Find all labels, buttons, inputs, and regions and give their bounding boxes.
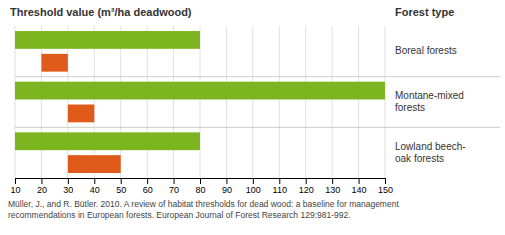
footnote-line: Müller, J., and R. Bütler. 2010. A revie… (8, 199, 399, 209)
tick-label: 10 (10, 185, 20, 195)
grid-line (252, 26, 253, 178)
tick-mark (174, 178, 175, 184)
tick: 140 (352, 178, 367, 195)
category-label: Montane-mixedforests (395, 90, 464, 113)
tick-mark (306, 178, 307, 184)
tick: 120 (299, 178, 314, 195)
tick-mark (147, 178, 148, 184)
tick: 10 (10, 178, 20, 195)
bar (15, 132, 200, 150)
bars (15, 31, 385, 173)
dividers (15, 77, 500, 128)
tick: 130 (325, 178, 340, 195)
grid-line (279, 26, 280, 178)
divider (15, 127, 500, 128)
grid (15, 26, 385, 178)
tick-label: 60 (143, 185, 153, 195)
tick-label: 80 (195, 185, 205, 195)
series (15, 31, 385, 150)
tick: 20 (37, 178, 47, 195)
footnote: Müller, J., and R. Bütler. 2010. A revie… (8, 199, 399, 220)
tick-label: 90 (222, 185, 232, 195)
grid-line (305, 26, 306, 178)
category-label-line: Montane-mixed (395, 90, 464, 101)
tick-label: 70 (169, 185, 179, 195)
y-label: Forest type (395, 6, 454, 18)
bar (15, 82, 385, 100)
grid-line (226, 26, 227, 178)
tick-mark (94, 178, 95, 184)
footnote-line: recommendations in European forests. Eur… (8, 210, 351, 220)
tick-label: 30 (63, 185, 73, 195)
grid-line (358, 26, 359, 178)
tick-label: 120 (299, 185, 314, 195)
tick-label: 150 (378, 185, 393, 195)
tick: 110 (273, 178, 287, 195)
tick-mark (121, 178, 122, 184)
category-label-line: forests (395, 102, 425, 113)
tick-mark (385, 178, 386, 184)
bar (68, 155, 121, 173)
tick: 90 (222, 178, 232, 195)
chart: 10 20 30 40 50 60 70 80 90 100 110 120 130 140 150 Bore… (0, 0, 505, 235)
tick-mark (253, 178, 254, 184)
bar (68, 105, 94, 123)
series (41, 54, 120, 173)
category-label: Boreal forests (395, 45, 457, 56)
tick-label: 110 (273, 185, 287, 195)
tick-label: 50 (116, 185, 126, 195)
tick-mark (15, 178, 16, 184)
tick-mark (226, 178, 227, 184)
category-label-line: Lowland beech- (395, 140, 466, 151)
tick: 100 (246, 178, 261, 195)
x-axis: 10 20 30 40 50 60 70 80 90 100 110 120 130 140 150 (10, 178, 393, 195)
divider (15, 76, 500, 77)
tick-label: 100 (246, 185, 261, 195)
plot-area: 10 20 30 40 50 60 70 80 90 100 110 120 130 140 150 (10, 26, 500, 195)
tick: 80 (195, 178, 205, 195)
tick-label: 130 (325, 185, 340, 195)
tick-mark (359, 178, 360, 184)
category-label: Lowland beech-oak forests (395, 140, 466, 163)
tick: 150 (378, 178, 393, 195)
tick-mark (41, 178, 42, 184)
tick: 50 (116, 178, 126, 195)
category-label-line: Boreal forests (395, 45, 457, 56)
tick: 30 (63, 178, 73, 195)
tick-label: 140 (352, 185, 367, 195)
tick-label: 20 (37, 185, 47, 195)
tick-mark (200, 178, 201, 184)
tick-label: 40 (90, 185, 100, 195)
category-labels: Boreal forests Montane-mixedforests Lowlan… (395, 45, 466, 163)
tick-mark (332, 178, 333, 184)
grid-line (332, 26, 333, 178)
tick: 40 (90, 178, 100, 195)
bar (15, 31, 200, 49)
tick: 70 (169, 178, 179, 195)
category-label-line: oak forests (395, 152, 444, 163)
bar (41, 54, 67, 72)
tick-mark (279, 178, 280, 184)
title: Threshold value (m³/ha deadwood) (10, 6, 192, 18)
tick-mark (68, 178, 69, 184)
tick: 60 (143, 178, 153, 195)
grid-line (385, 26, 386, 178)
